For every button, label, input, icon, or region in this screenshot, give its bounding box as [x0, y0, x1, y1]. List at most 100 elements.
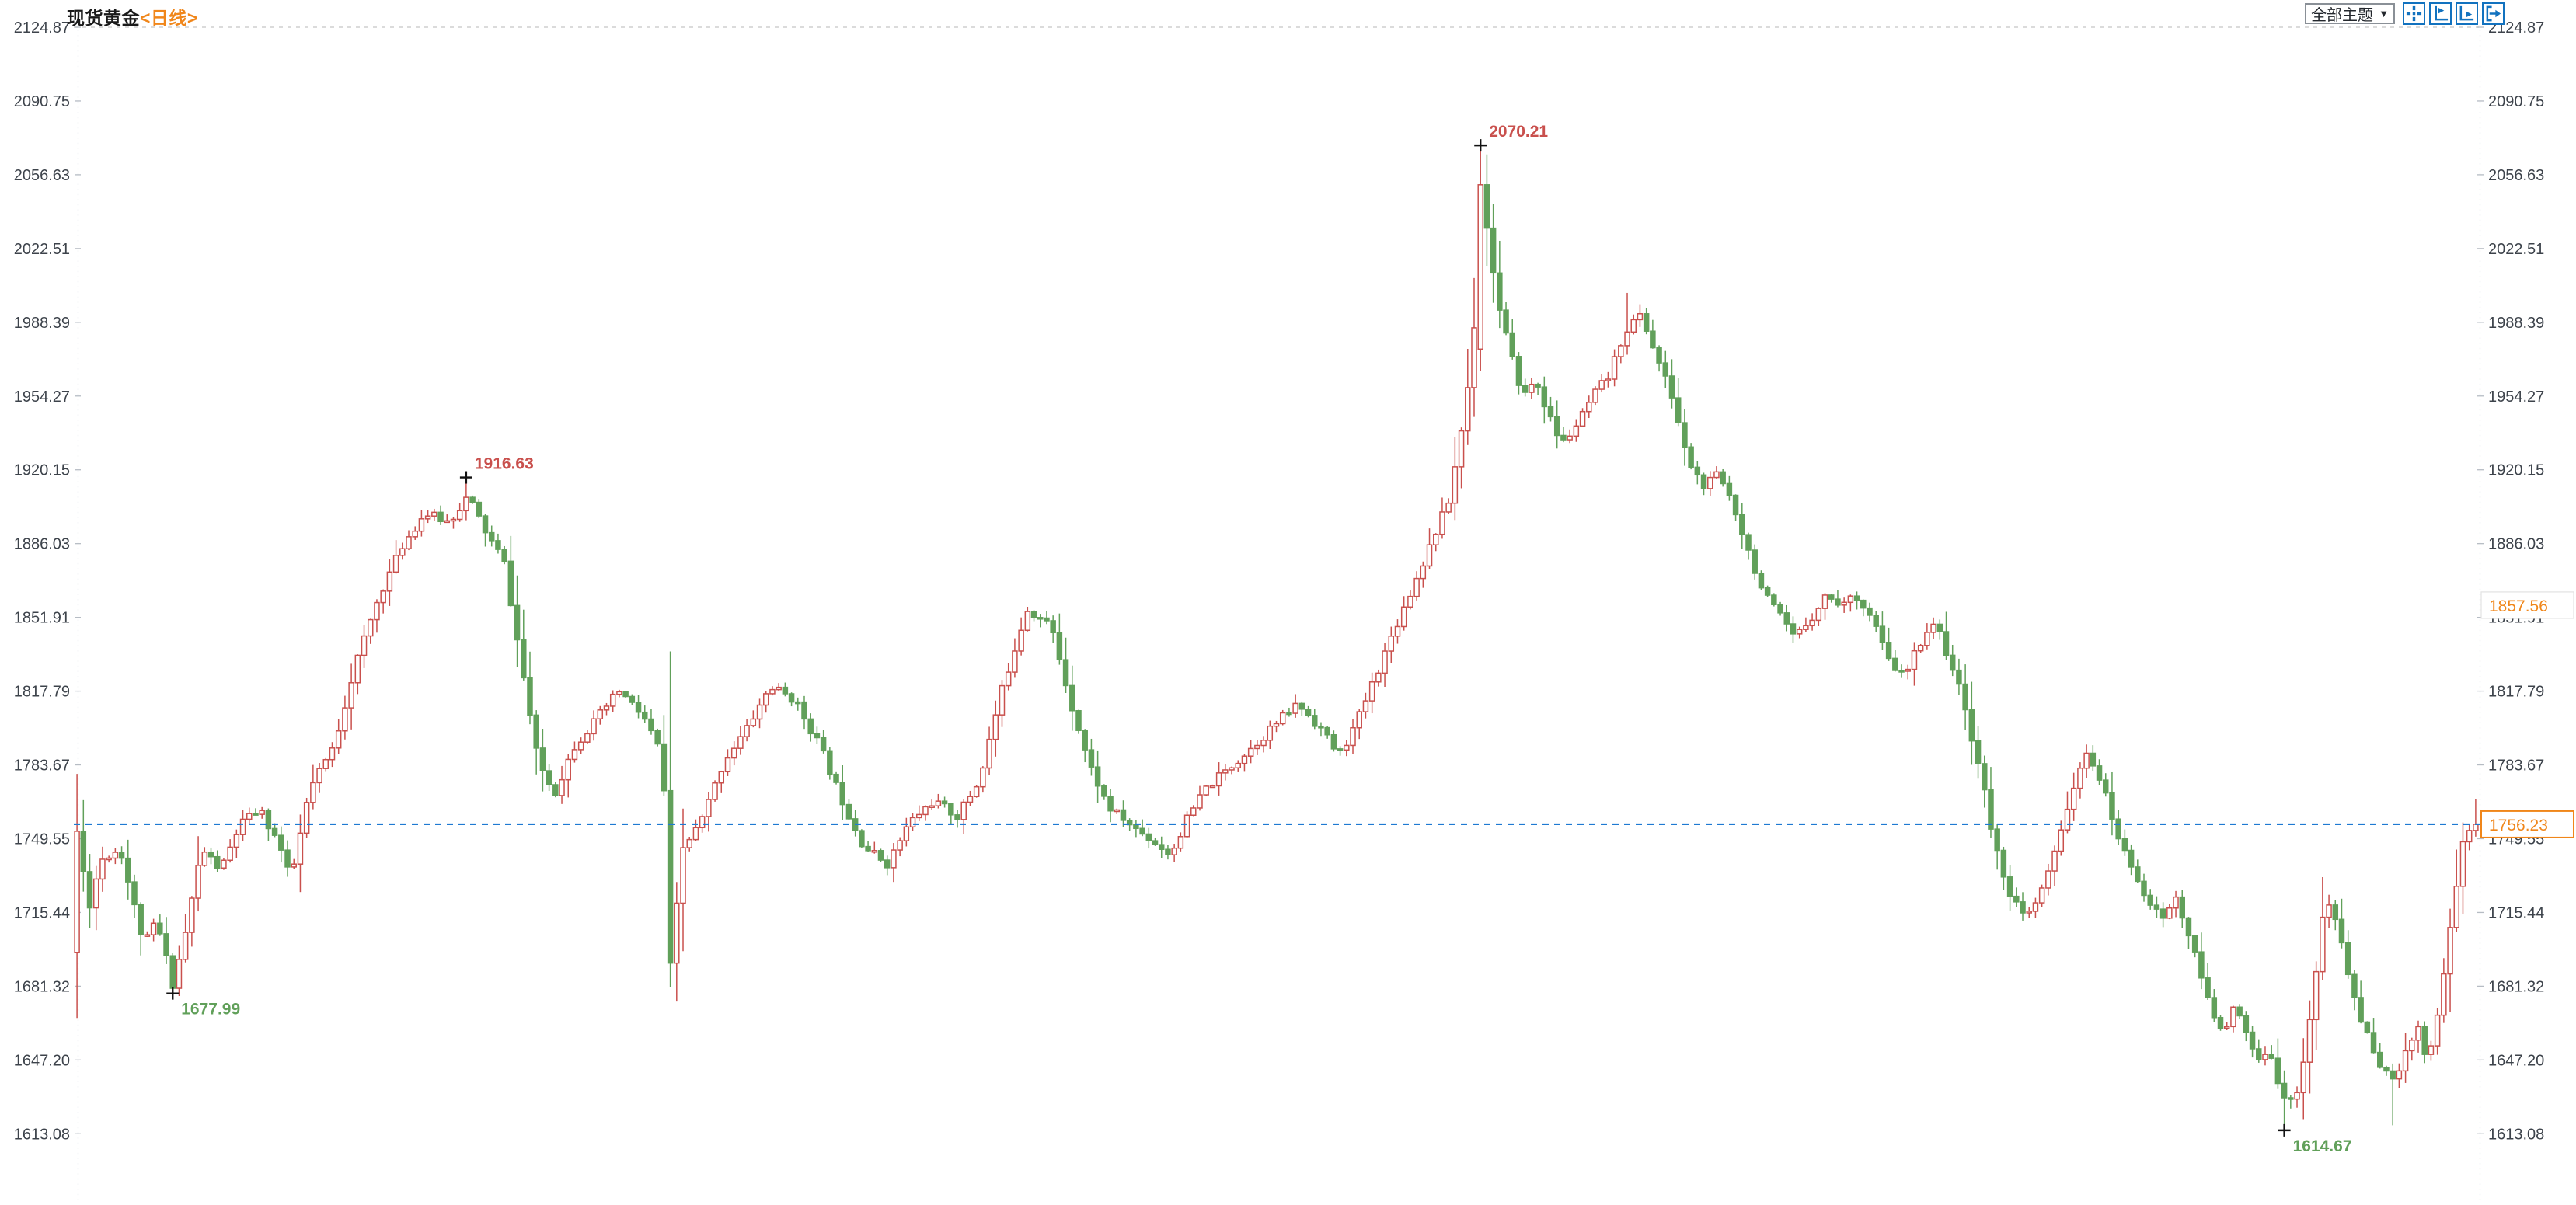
candle-body — [1547, 406, 1554, 418]
candle-body — [374, 601, 380, 621]
candle-body — [2115, 818, 2121, 840]
candle-body — [635, 702, 642, 713]
candle-body — [195, 865, 201, 899]
candle-body — [144, 934, 151, 937]
candle-body — [456, 510, 463, 521]
candle-body — [99, 858, 106, 880]
candle-body — [973, 785, 980, 797]
candle-body — [2211, 997, 2218, 1019]
y-axis-label-left: 1886.03 — [14, 536, 70, 553]
candle-body — [1579, 410, 1586, 427]
candle-body — [718, 771, 725, 784]
candle-body — [2077, 767, 2083, 789]
candle-body — [2000, 849, 2007, 878]
candle-body — [1298, 702, 1305, 710]
candle-body — [463, 496, 469, 512]
candle-body — [2358, 997, 2364, 1023]
candle-body — [2051, 850, 2058, 872]
candle-body — [271, 827, 278, 836]
candle-body — [2256, 1048, 2262, 1060]
candle-body — [820, 737, 827, 752]
candle-body — [1107, 796, 1114, 812]
chart-plot-area[interactable] — [74, 0, 2479, 1205]
candle-body — [1682, 422, 1688, 448]
candle-body — [469, 496, 476, 503]
pan-tool-icon[interactable] — [2403, 2, 2425, 25]
candle-body — [1356, 711, 1362, 729]
candle-body — [909, 817, 916, 828]
candle-body — [871, 850, 878, 853]
candle-body — [437, 511, 444, 523]
candle-body — [1598, 380, 1605, 390]
candle-body — [1637, 313, 1644, 321]
candle-body — [1764, 587, 1771, 596]
candle-body — [1177, 836, 1184, 849]
candle-body — [201, 851, 208, 866]
candle-body — [1956, 669, 1962, 685]
candle-body — [342, 707, 348, 732]
candle-body — [495, 540, 501, 550]
candle-body — [361, 635, 368, 656]
candle-body — [1126, 820, 1133, 826]
candle-body — [782, 686, 789, 695]
y-axis-scale-icon[interactable] — [2429, 2, 2452, 25]
candle-body — [406, 536, 412, 549]
candle-body — [2147, 894, 2153, 906]
candle-body — [2026, 911, 2032, 914]
candle-body — [2434, 1014, 2441, 1047]
x-axis-scale-icon[interactable] — [2456, 2, 2478, 25]
y-axis-label-left: 1681.32 — [14, 978, 70, 995]
candle-body — [1005, 671, 1012, 687]
candle-body — [1292, 702, 1298, 714]
candle-body — [1860, 599, 1867, 609]
candle-body — [1853, 595, 1860, 601]
candle-body — [310, 782, 316, 803]
candle-body — [284, 849, 291, 868]
candle-body — [769, 688, 776, 695]
candle-body — [546, 770, 552, 785]
candle-body — [1605, 378, 1612, 381]
candle-body — [1515, 356, 1522, 386]
candle-body — [1145, 833, 1152, 841]
candle-body — [2121, 838, 2128, 852]
candle-body — [1120, 809, 1127, 821]
candle-body — [1821, 594, 1828, 609]
candle-body — [2415, 1026, 2421, 1041]
candle-body — [482, 515, 489, 534]
candle-body — [877, 850, 884, 861]
y-axis-label-right: 2056.63 — [2488, 167, 2544, 184]
candle-body — [980, 767, 986, 788]
candle-body — [859, 830, 865, 848]
candle-body — [1509, 332, 1516, 357]
themes-dropdown[interactable]: 全部主题 ▼ — [2305, 3, 2395, 24]
candle-body — [2338, 918, 2345, 944]
candle-body — [2205, 977, 2211, 998]
candle-body — [1420, 565, 1427, 580]
candle-body — [2217, 1016, 2224, 1029]
candle-body — [827, 750, 833, 775]
candle-body — [1529, 383, 1535, 393]
candle-body — [1618, 345, 1624, 357]
scroll-to-latest-icon[interactable] — [2482, 2, 2505, 25]
candle-body — [1911, 650, 1918, 670]
y-axis-label-left: 1920.15 — [14, 462, 70, 479]
candle-body — [699, 816, 706, 829]
candle-body — [616, 691, 622, 695]
candle-body — [1101, 785, 1107, 797]
candle-body — [412, 530, 418, 538]
candle-body — [967, 796, 974, 803]
candle-body — [1949, 654, 1956, 671]
candle-body — [2179, 896, 2186, 919]
candle-body — [221, 859, 227, 869]
candle-body — [1229, 767, 1235, 771]
candle-body — [1828, 594, 1835, 600]
candle-body — [1445, 502, 1452, 513]
candle-body — [1700, 474, 1707, 489]
candle-body — [686, 838, 692, 848]
candle-body — [1075, 709, 1082, 731]
candle-body — [1426, 544, 1433, 567]
y-axis-label-left: 2124.87 — [14, 19, 70, 37]
candle-body — [2045, 870, 2051, 889]
candle-body — [2135, 866, 2141, 883]
